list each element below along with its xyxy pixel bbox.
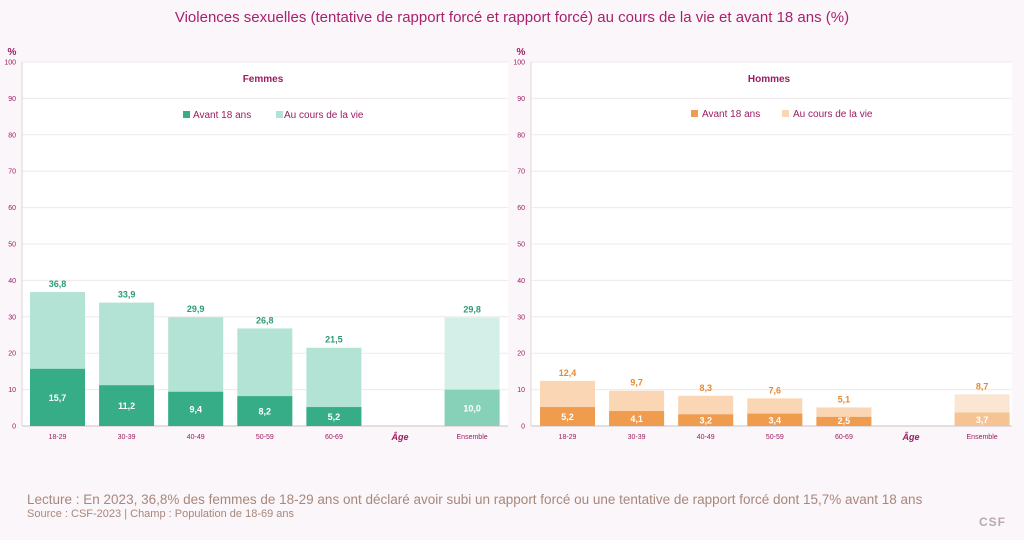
y-tick-label: 100 bbox=[513, 60, 525, 67]
chart-femmes: 0 10 20 30 40 50 60 70 80 90 100% Femmes Avant 18 an… bbox=[4, 47, 508, 442]
legend-swatch bbox=[276, 111, 283, 118]
chart-hommes: 0 10 20 30 40 50 60 70 80 90 100% Hommes Avant 18 an… bbox=[513, 47, 1012, 442]
bar-life-label: 5,1 bbox=[838, 394, 851, 404]
x-tick-label: 50-59 bbox=[256, 434, 274, 441]
y-tick-label: 70 bbox=[517, 169, 525, 176]
bar-before bbox=[237, 396, 293, 426]
y-tick-label: 10 bbox=[8, 387, 16, 394]
y-tick-label: 60 bbox=[517, 205, 525, 212]
bar-before-label: 5,2 bbox=[328, 412, 341, 422]
y-tick-label: 40 bbox=[8, 278, 16, 285]
page-title: Violences sexuelles (tentative de rappor… bbox=[174, 9, 850, 26]
y-tick-label: 50 bbox=[8, 242, 16, 249]
x-tick-label: 60-69 bbox=[325, 434, 343, 441]
bar-before bbox=[540, 407, 595, 426]
legend-label: Avant 18 ans bbox=[702, 109, 760, 120]
bar-before bbox=[609, 411, 665, 426]
bar-life-label: 9,7 bbox=[630, 378, 643, 388]
bar-before-label: 11,2 bbox=[118, 401, 135, 411]
bar-life-label: 8,7 bbox=[976, 381, 989, 391]
bar-before bbox=[30, 368, 85, 426]
legend-label: Avant 18 ans bbox=[193, 110, 251, 121]
bar-life-label: 26,8 bbox=[256, 315, 274, 325]
y-tick-label: 80 bbox=[517, 132, 525, 139]
source-note: Source : CSF-2023 | Champ : Population d… bbox=[27, 508, 295, 520]
bar-life-label: 21,5 bbox=[325, 335, 343, 345]
bar-before bbox=[168, 391, 224, 426]
x-tick-label: Ensemble bbox=[967, 434, 998, 441]
bar-before-label: 2,5 bbox=[838, 416, 851, 426]
y-tick-label: 30 bbox=[8, 314, 16, 321]
bar-before bbox=[444, 389, 500, 426]
legend-label: Au cours de la vie bbox=[793, 109, 873, 120]
bar-life-label: 12,4 bbox=[559, 368, 577, 378]
bar-before bbox=[954, 412, 1010, 426]
bar-before-label: 3,7 bbox=[976, 415, 989, 425]
x-tick-label: 18-29 bbox=[559, 434, 577, 441]
bar-before bbox=[678, 414, 734, 426]
bar-before-label: 5,2 bbox=[561, 412, 574, 422]
y-axis-title: % bbox=[517, 47, 526, 58]
bar-life-label: 33,9 bbox=[118, 290, 136, 300]
bar-life-label: 36,8 bbox=[49, 279, 67, 289]
y-axis-title: % bbox=[8, 47, 17, 58]
y-tick-label: 70 bbox=[8, 169, 16, 176]
legend-swatch bbox=[782, 110, 789, 117]
bar-life-label: 29,9 bbox=[187, 304, 205, 314]
bar-life-label: 29,8 bbox=[463, 305, 481, 315]
bar-before-label: 3,2 bbox=[699, 416, 712, 426]
x-tick-label: 18-29 bbox=[49, 434, 67, 441]
x-tick-label: 40-49 bbox=[187, 434, 205, 441]
bar-before-label: 8,2 bbox=[259, 407, 272, 417]
x-tick-label: 50-59 bbox=[766, 434, 784, 441]
x-axis-title: Âge bbox=[390, 431, 408, 442]
legend-swatch bbox=[691, 110, 698, 117]
y-tick-label: 60 bbox=[8, 205, 16, 212]
y-tick-label: 50 bbox=[517, 242, 525, 249]
y-tick-label: 20 bbox=[8, 351, 16, 358]
legend-swatch bbox=[183, 111, 190, 118]
y-tick-label: 0 bbox=[12, 424, 16, 431]
bar-before bbox=[306, 407, 362, 426]
panel-title: Femmes bbox=[243, 74, 284, 85]
y-tick-label: 40 bbox=[517, 278, 525, 285]
bar-before-label: 4,1 bbox=[630, 414, 643, 424]
x-tick-label: 30-39 bbox=[118, 434, 136, 441]
x-tick-label: 30-39 bbox=[628, 434, 646, 441]
reading-note: Lecture : En 2023, 36,8% des femmes de 1… bbox=[27, 492, 923, 507]
bar-life-label: 7,6 bbox=[769, 385, 782, 395]
x-tick-label: Ensemble bbox=[457, 434, 488, 441]
bar-before bbox=[747, 413, 803, 426]
bar-before-label: 3,4 bbox=[769, 415, 782, 425]
bar-before bbox=[816, 416, 872, 426]
bar-life-label: 8,3 bbox=[699, 383, 712, 393]
y-tick-label: 20 bbox=[517, 351, 525, 358]
y-tick-label: 0 bbox=[521, 424, 525, 431]
y-tick-label: 90 bbox=[8, 96, 16, 103]
x-tick-label: 60-69 bbox=[835, 434, 853, 441]
csf-logo: CSF bbox=[979, 515, 1006, 529]
bar-before bbox=[99, 385, 155, 426]
bar-before-label: 9,4 bbox=[189, 404, 202, 414]
y-tick-label: 90 bbox=[517, 96, 525, 103]
legend-label: Au cours de la vie bbox=[284, 110, 364, 121]
x-axis-title: Âge bbox=[901, 431, 919, 442]
bar-before-label: 10,0 bbox=[463, 403, 481, 413]
y-tick-label: 80 bbox=[8, 132, 16, 139]
panel-title: Hommes bbox=[748, 74, 791, 85]
bar-before-label: 15,7 bbox=[49, 393, 67, 403]
y-tick-label: 100 bbox=[4, 60, 16, 67]
y-tick-label: 30 bbox=[517, 314, 525, 321]
y-tick-label: 10 bbox=[517, 387, 525, 394]
x-tick-label: 40-49 bbox=[697, 434, 715, 441]
